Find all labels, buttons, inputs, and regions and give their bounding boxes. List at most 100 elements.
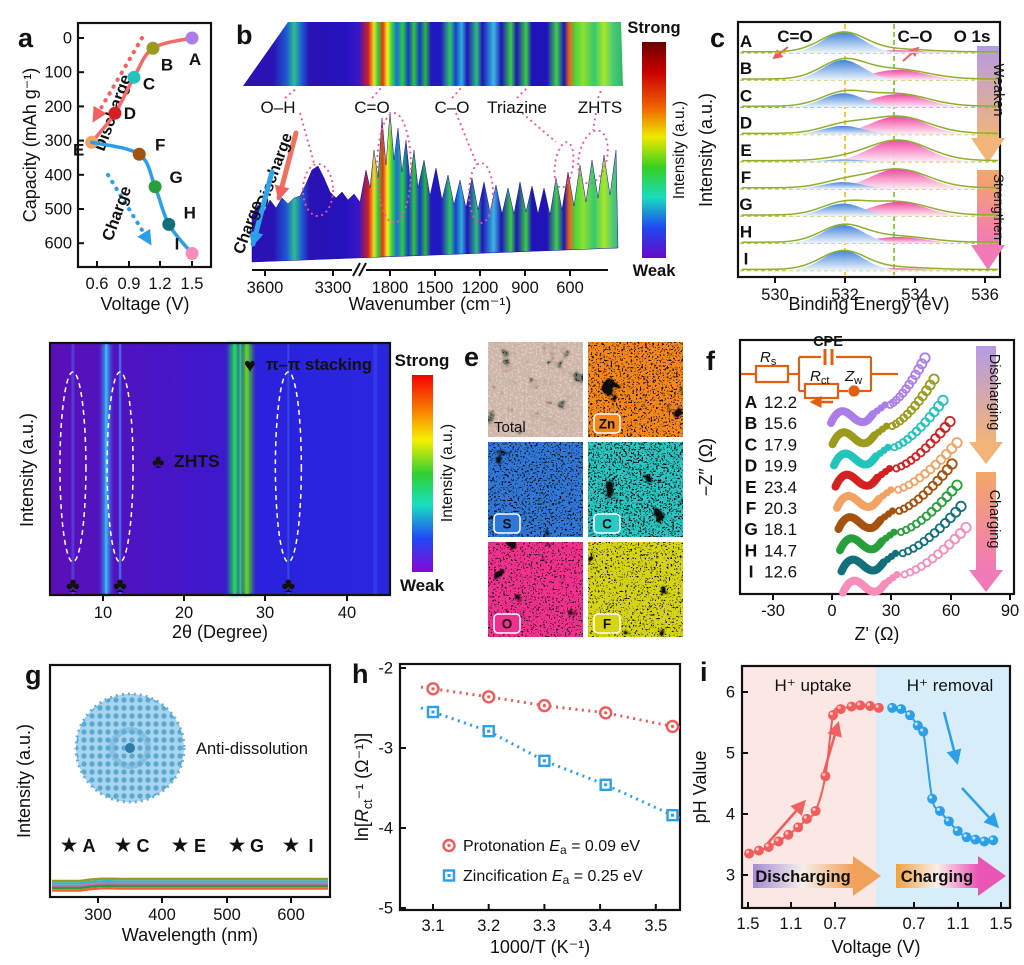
mark: 3.4 (589, 917, 612, 935)
panel-c: c C=O C–O O 1s Weaken Strengthen Binding… (696, 20, 1006, 314)
gitt-label-D: D (124, 104, 136, 123)
uvvis-line-A (52, 877, 328, 883)
warburg-point (937, 394, 949, 406)
mark: 1.5 (990, 915, 1013, 933)
nyquist-dot (891, 549, 900, 558)
warburg-point (927, 480, 938, 491)
star-icon-C: ★ (114, 834, 133, 857)
mark: 532 (831, 286, 859, 304)
i-ylabel: pH Value (690, 751, 710, 824)
mark: 1.1 (947, 915, 970, 933)
envelope-F (741, 168, 998, 189)
legend-letter-D: D (745, 456, 758, 476)
mark: 536 (971, 286, 999, 304)
ph-point-discharge (763, 841, 774, 852)
band-label-oh: O–H (261, 98, 296, 117)
ph-point-charge (887, 702, 898, 713)
panel-d: d ♣♣♣ ♥ π–π stacking ♣ ZHTS 2θ (Degree) … (17, 341, 456, 642)
ph-point-charge (961, 832, 972, 843)
gitt-point-C (127, 70, 141, 84)
nyquist-solid-E (833, 491, 883, 512)
f-ylabel: −Z″ (Ω) (696, 438, 716, 496)
mark (487, 729, 491, 733)
band-label-c1o: C–O (435, 98, 470, 117)
panel-letter-a: a (18, 23, 34, 53)
mark (866, 702, 871, 707)
ftir-3d-surface (251, 111, 619, 263)
circuit-rct-label: Rct (810, 368, 829, 387)
c-region-label: O 1s (954, 27, 991, 46)
mark: 500 (213, 906, 241, 924)
mark: 0.7 (824, 915, 847, 933)
legend-letter-B: B (745, 413, 758, 433)
warburg-point (941, 491, 953, 503)
row-label-G: G (739, 195, 752, 214)
mark (990, 837, 994, 841)
warburg-point (939, 518, 951, 529)
envelope-E (741, 139, 998, 162)
mark: -30 (761, 602, 785, 620)
star-label-E: E (194, 836, 206, 856)
c-xlabel: Binding Energy (eV) (788, 294, 949, 314)
mark: -5 (378, 900, 393, 918)
b-colorbar-strong: Strong (627, 19, 680, 37)
mark (487, 695, 491, 699)
c-peak1-label: C=O (777, 27, 812, 46)
xrd-peak-line (71, 343, 75, 595)
warburg-point (890, 443, 899, 452)
ph-point-discharge (753, 845, 764, 856)
gitt-label-E: E (73, 140, 84, 159)
ph-point-charge (970, 834, 981, 845)
mark (914, 722, 918, 726)
mark: 900 (511, 279, 539, 297)
mark: 100 (44, 64, 72, 82)
warburg-point (944, 415, 956, 428)
mark (963, 833, 967, 838)
mark: 600 (277, 906, 305, 924)
axis-break-slash (358, 262, 367, 277)
legend-letter-E: E (745, 477, 757, 497)
i-discharging-label: Discharging (755, 868, 850, 886)
warburg-point (950, 506, 962, 518)
circuit-zw-label: Zw (844, 368, 862, 387)
mark: 300 (84, 906, 112, 924)
legend-letter-G: G (744, 519, 758, 539)
mark: 3.3 (533, 917, 556, 935)
b-discharge-label: Discharge (254, 131, 296, 210)
mark: 600 (556, 279, 584, 297)
mark (897, 705, 902, 710)
ph-point-discharge (793, 822, 804, 833)
b-discharge-arrow (274, 130, 299, 201)
legend-letter-F: F (746, 498, 757, 518)
gitt-point-G (148, 180, 162, 194)
warburg-point (925, 438, 936, 449)
club-icon: ♣ (152, 452, 164, 473)
b-charge-arrow (248, 169, 275, 247)
mark: 3.2 (477, 917, 500, 935)
mark: 1.5 (737, 915, 760, 933)
mark (906, 711, 910, 716)
mark (920, 728, 924, 732)
mark (431, 687, 435, 691)
element-label-total: Total (494, 419, 526, 436)
rct-value-F: 20.3 (764, 499, 797, 518)
nyquist-solid-D (831, 470, 882, 491)
mark: 3300 (315, 279, 352, 297)
club-icon: ♣ (113, 574, 127, 597)
a-xlabel: Voltage (V) (100, 294, 189, 314)
ph-point-charge (934, 805, 945, 816)
panel-letter-e: e (464, 342, 479, 372)
warburg-point (946, 485, 958, 497)
warburg-point (913, 364, 924, 375)
gitt-point-B (146, 41, 160, 55)
element-badge-S (493, 513, 521, 534)
ftir-top-map (243, 22, 623, 86)
uvvis-line-G (52, 884, 328, 890)
warburg-point (930, 459, 941, 470)
mark (671, 813, 675, 817)
weaken-arrow: Weaken (971, 46, 1006, 163)
h-xlabel: 1000/T (K⁻¹) (490, 937, 590, 957)
element-badge-O (493, 613, 521, 634)
mark (670, 724, 675, 729)
b-colorbar (642, 42, 666, 258)
